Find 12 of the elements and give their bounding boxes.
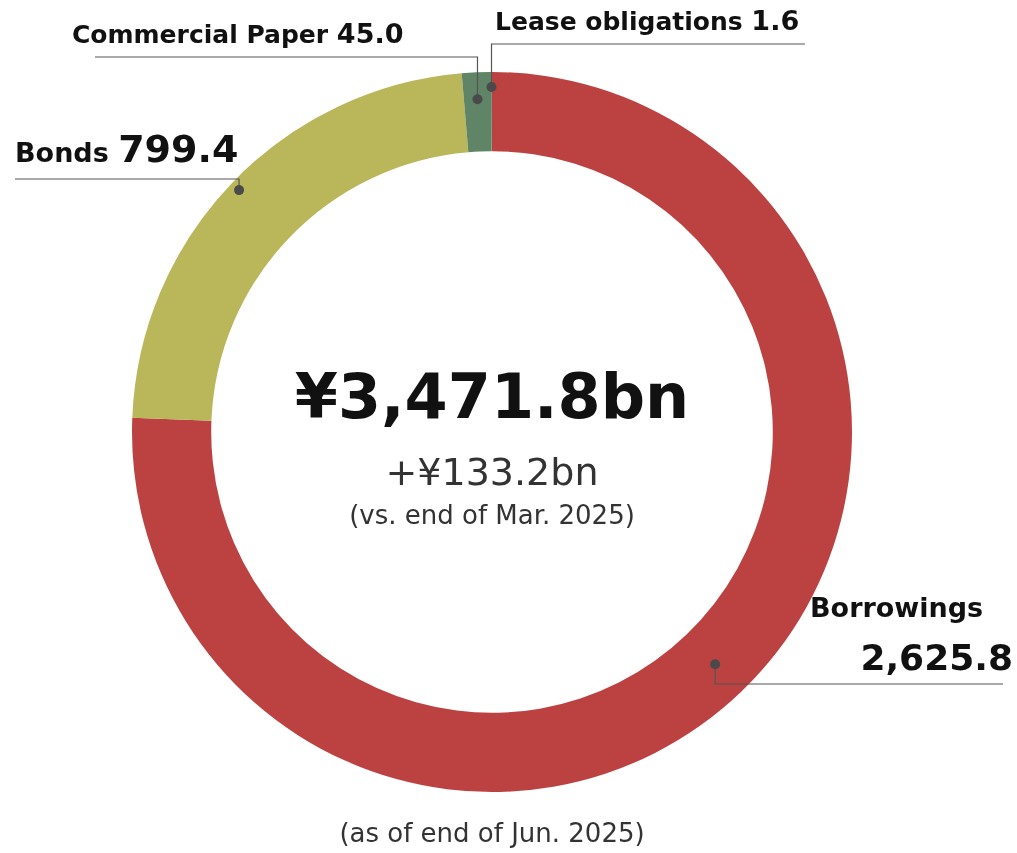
slice-label: Lease obligations — [495, 7, 743, 36]
slice-label: Bonds — [15, 137, 109, 168]
text: (as of end of Jun. 2025) — [338, 818, 646, 848]
data-label: 799.4 — [118, 127, 239, 171]
text: ¥3,471.8bn — [293, 360, 691, 433]
text: (vs. end of Mar. 2025) — [348, 500, 636, 530]
slice-label: Borrowings — [810, 592, 984, 623]
data-label: 45.0 — [336, 18, 404, 49]
text: +¥133.2bn — [384, 450, 600, 494]
slice-label: Commercial Paper — [72, 20, 329, 49]
data-label: 2,625.8 — [860, 637, 1013, 678]
data-label: 1.6 — [751, 5, 800, 36]
